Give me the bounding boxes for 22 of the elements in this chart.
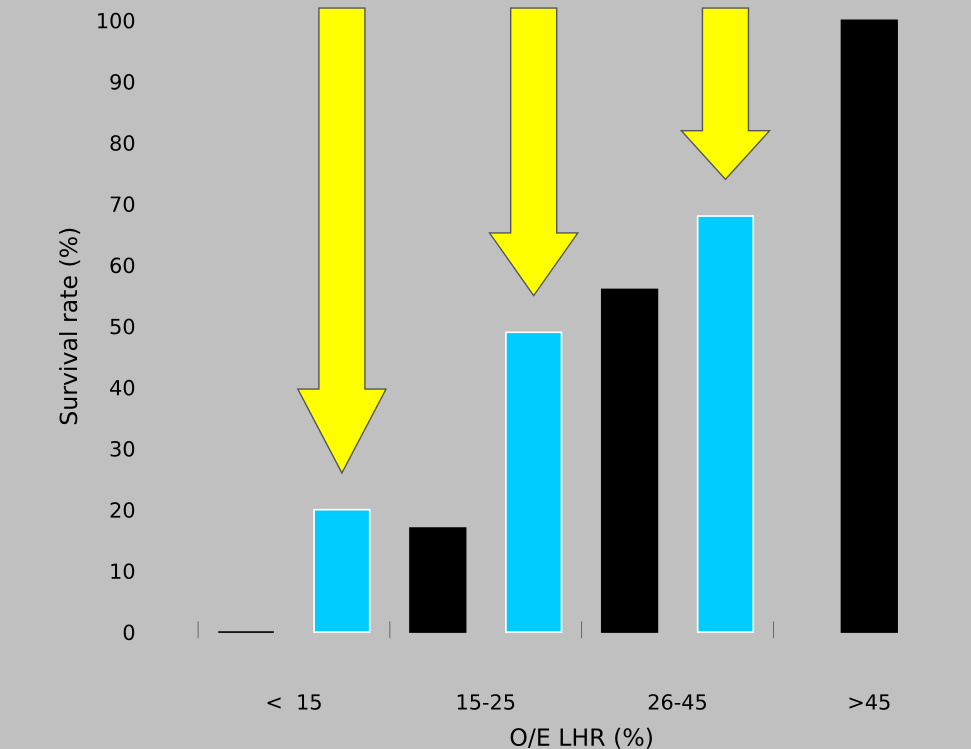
y-tick-label: 100 xyxy=(98,12,134,29)
y-tick-label: 30 xyxy=(110,440,134,457)
y-axis-title: Survival rate (%) xyxy=(59,228,80,424)
bar xyxy=(505,331,562,633)
x-tick-label: < 15 xyxy=(268,694,321,710)
y-tick-label: 10 xyxy=(111,563,134,580)
y-tick-label: 80 xyxy=(110,135,134,151)
bar xyxy=(696,215,754,633)
y-tick-label: 50 xyxy=(110,318,134,334)
bar xyxy=(600,288,658,633)
y-tick-label: 70 xyxy=(110,196,134,212)
y-tick-label: 20 xyxy=(110,502,134,518)
x-axis-title: O/E LHR (%) xyxy=(510,728,652,749)
x-tick-label: 26-45 xyxy=(648,694,706,710)
y-tick-label: 40 xyxy=(110,380,134,396)
y-tick-label: 0 xyxy=(124,624,134,640)
y-tick-label: 90 xyxy=(110,74,134,90)
x-tick-label: 15-25 xyxy=(458,694,514,710)
x-tick-label: >45 xyxy=(850,694,890,710)
y-tick-label: 60 xyxy=(110,257,134,274)
bar xyxy=(313,508,371,633)
bar xyxy=(409,527,466,633)
